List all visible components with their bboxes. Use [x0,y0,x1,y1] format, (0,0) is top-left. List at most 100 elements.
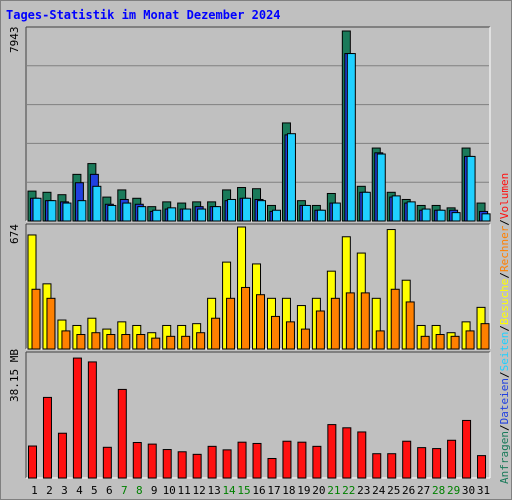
rechner-bar [330,297,340,350]
volume-max-tick: 38.15 MB [8,349,21,402]
day-label: 9 [151,484,158,497]
volumen-bar [447,439,457,479]
volumen-bar [462,419,472,479]
rechner-bar [345,292,355,350]
rechner-bar [435,334,445,350]
day-label: 23 [357,484,370,497]
day-label: 8 [136,484,143,497]
rechner-bar [420,335,430,350]
rechner-bar [241,286,251,350]
rechner-bar [151,337,161,350]
volumen-bar [192,453,202,479]
rechner-bar [121,334,131,350]
day-label: 17 [267,484,280,497]
volumen-bar [402,440,412,479]
day-label: 19 [297,484,310,497]
day-label: 6 [106,484,113,497]
volumen-bar [28,445,37,479]
volumen-bar [207,445,217,479]
volumen-bar [297,441,307,479]
day-label: 22 [342,484,355,497]
volumen-bar [162,449,172,479]
day-label: 28 [432,484,445,497]
day-label: 29 [447,484,460,497]
volumen-bar [267,457,277,479]
day-label: 14 [222,484,236,497]
seiten-bar [92,185,102,222]
day-label: 1 [31,484,38,497]
volumen-bar [432,448,442,479]
day-label: 12 [193,484,206,497]
volumen-bar [222,449,232,479]
rechner-bar [181,335,191,350]
hits-max-tick: 7943 [8,27,21,54]
volumen-bar [342,427,352,479]
volumen-bar [102,446,112,479]
day-label: 21 [327,484,340,497]
legend-separator: / [498,219,511,226]
seiten-bar [331,202,341,222]
seiten-bar [436,209,446,222]
day-label: 25 [387,484,400,497]
rechner-bar [300,328,310,350]
volumen-bar [42,396,52,479]
volumen-bar [237,441,247,479]
volumen-bar [147,443,157,479]
rechner-bar [480,323,490,350]
volumen-bar [372,453,382,479]
rechner-bar [106,334,116,350]
seiten-bar [152,209,162,222]
day-label: 30 [462,484,475,497]
rechner-bar [166,335,176,350]
rechner-bar [196,332,206,350]
legend-seiten: Seiten [498,332,511,372]
volumen-bar [87,361,97,479]
rechner-bar [360,292,370,350]
seiten-bar [316,209,326,222]
visits-max-tick: 674 [8,224,21,244]
rechner-bar [285,321,295,350]
day-label: 11 [178,484,191,497]
rechner-bar [46,297,56,350]
rechner-bar [256,294,266,350]
volumen-bar [177,451,187,479]
seiten-bar [406,201,416,222]
legend-volumen: Volumen [498,173,511,219]
rechner-bar [211,317,221,350]
seiten-bar [182,208,192,222]
day-label: 7 [121,484,128,497]
volumen-bar [132,442,142,479]
rechner-bar [31,288,41,350]
day-label: 27 [417,484,430,497]
seiten-bar [421,208,431,222]
seiten-bar [391,195,401,222]
day-label: 26 [402,484,415,497]
volumen-bar [117,388,127,479]
rechner-bar [315,310,325,350]
legend: Anfragen/Dateien/Seiten/Besuche/Rechner/… [498,173,511,484]
rechner-bar [465,330,475,350]
day-label: 16 [252,484,265,497]
seiten-bar [62,202,72,222]
seiten-bar [286,133,296,222]
seiten-bar [47,200,57,222]
seiten-bar [451,212,461,222]
seiten-bar [466,155,476,222]
seiten-bar [301,204,311,222]
seiten-bar [257,200,267,222]
volumen-bar [327,424,337,479]
legend-rechner: Rechner [498,225,511,272]
volumen-bar [477,455,487,479]
rechner-bar [136,334,146,350]
seiten-bar [376,153,386,222]
seiten-bar [242,197,252,222]
legend-besuche: Besuche [498,279,511,325]
day-label: 3 [61,484,68,497]
page-title: Tages-Statistik im Monat Dezember 2024 [6,8,281,22]
seiten-bar [122,202,132,222]
volumen-bar [282,440,292,479]
day-label: 2 [46,484,53,497]
legend-separator: / [498,371,511,378]
rechner-bar [226,297,236,350]
legend-separator: / [498,424,511,431]
